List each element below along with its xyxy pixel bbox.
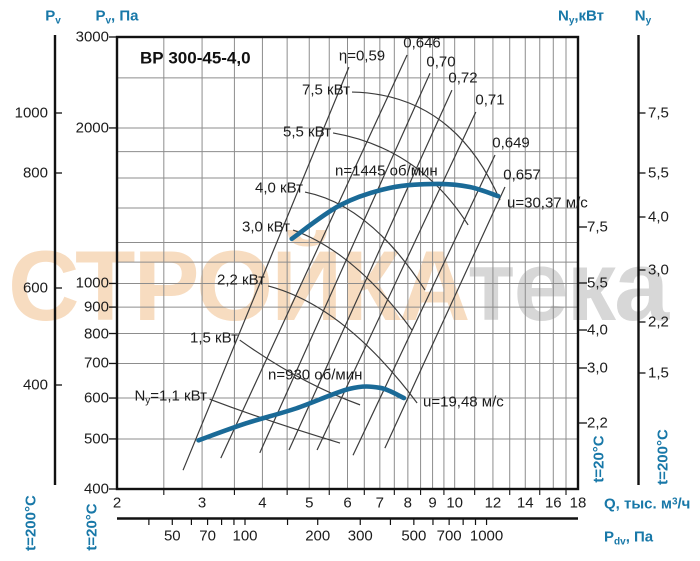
tick-label-q-14: 14 xyxy=(516,494,534,512)
tick-label-ny200-4-0: 4,0 xyxy=(648,208,669,226)
label-eta-0-657: 0,657 xyxy=(503,166,541,184)
speed-curve-1445 xyxy=(289,181,501,242)
plot-border xyxy=(115,35,580,491)
tick-label-q-18: 18 xyxy=(569,494,587,512)
tick-label-pv-2000: 2000 xyxy=(75,119,109,137)
power-line xyxy=(267,285,418,404)
power-line xyxy=(332,132,469,226)
tick-label-q-10: 10 xyxy=(446,494,464,512)
label-power-4-0-квт: 4,0 кВт xyxy=(255,179,303,197)
tick-label-ny200-7-5: 7,5 xyxy=(648,104,669,122)
efficiency-line xyxy=(288,89,453,451)
temp-left-inner: t=20°C xyxy=(83,503,101,551)
temp-right-outer: t=200°C xyxy=(654,429,672,485)
tick-label-ny200-5-5: 5,5 xyxy=(648,164,669,182)
efficiency-line xyxy=(384,186,506,449)
tick-label-ny-4-0: 4,0 xyxy=(587,321,608,339)
tick-label-pv-3000: 3000 xyxy=(75,28,109,46)
label-speed-curve-930: n=930 об/мин xyxy=(268,366,363,384)
label-eta-0-646: 0,646 xyxy=(403,34,441,52)
axis-title-pdv: Pdv, Па xyxy=(604,528,654,548)
tick-label-q-4: 4 xyxy=(258,494,267,512)
tick-label-q-3: 3 xyxy=(197,494,207,512)
tick-label-pv200-1000: 1000 xyxy=(14,104,48,122)
tick-label-ny-7-5: 7,5 xyxy=(587,218,608,236)
tick-label-pdv-300: 300 xyxy=(347,527,373,545)
tick-label-pv200-400: 400 xyxy=(22,376,48,394)
power-line xyxy=(239,339,361,406)
label-eta-0-70: 0,70 xyxy=(426,53,456,71)
label-speed-curve-1445: n=1445 об/мин xyxy=(335,162,438,180)
label-power-1-5-квт: 1,5 кВт xyxy=(190,329,238,347)
axis-title-pv-pa: Pv, Па xyxy=(95,7,139,27)
tick-label-pdv-500: 500 xyxy=(401,527,427,545)
label-u-speed-curve-930: u=19,48 м/с xyxy=(423,393,504,411)
tick-label-ny200-3-0: 3,0 xyxy=(648,261,669,279)
chart-title: ВР 300-45-4,0 xyxy=(140,48,251,68)
axis-title-q: Q, тыс. м3/ч xyxy=(604,495,691,513)
axis-title-ny-outer: Ny xyxy=(634,7,652,27)
label-eta-0-71: 0,71 xyxy=(475,91,505,109)
tick-label-ny200-1-5: 1,5 xyxy=(648,364,669,382)
tick-label-pdv-50: 50 xyxy=(163,527,181,545)
tick-label-pdv-70: 70 xyxy=(199,527,216,545)
axis-title-ny-kvt: Ny,кВт xyxy=(557,7,605,27)
tick-label-pv-500: 500 xyxy=(83,430,109,448)
label-power-3-0-квт: 3,0 кВт xyxy=(242,218,290,236)
power-line xyxy=(351,91,501,201)
tick-label-pv-800: 800 xyxy=(83,325,109,342)
watermark-text-orange: СТРОЙКА xyxy=(8,230,469,341)
axis-title-pv-outer: Pv xyxy=(45,7,61,27)
efficiency-line xyxy=(316,111,477,451)
speed-curve-930 xyxy=(196,384,407,443)
watermark-text-gray: тека xyxy=(467,230,669,341)
tick-label-pdv-200: 200 xyxy=(305,527,331,545)
tick-label-pv-400: 400 xyxy=(83,480,109,498)
label-power-ny-1-1-квт: Ny=1,1 кВт xyxy=(134,387,207,407)
label-power-5-5-квт: 5,5 кВт xyxy=(283,123,331,141)
label-eta-0-72: 0,72 xyxy=(448,69,478,87)
temp-right-inner: t=20°C xyxy=(590,435,608,483)
efficiency-line xyxy=(352,154,496,456)
tick-label-pv-700: 700 xyxy=(83,354,109,372)
tick-label-ny-3-0: 3,0 xyxy=(587,359,608,377)
label-power-7-5-квт: 7,5 кВт xyxy=(302,81,350,99)
efficiency-line xyxy=(220,54,408,459)
power-line xyxy=(292,229,413,331)
tick-label-q-6: 6 xyxy=(343,494,352,512)
tick-label-q-2: 2 xyxy=(112,494,122,512)
tick-label-pdv-700: 700 xyxy=(436,527,462,545)
tick-label-q-12: 12 xyxy=(484,494,502,512)
label-eta-0-649: 0,649 xyxy=(492,134,530,152)
tick-label-pdv-1000: 1000 xyxy=(469,527,504,545)
tick-label-q-7: 7 xyxy=(375,494,384,512)
power-line xyxy=(209,398,341,444)
tick-label-q-16: 16 xyxy=(544,494,562,512)
label-u-speed-curve-1445: u=30,37 м/с xyxy=(507,194,588,212)
tick-label-ny200-2-2: 2,2 xyxy=(648,313,669,331)
tick-label-q-5: 5 xyxy=(305,494,314,512)
tick-label-pv200-600: 600 xyxy=(22,279,48,297)
tick-label-pv-600: 600 xyxy=(83,389,109,407)
efficiency-line xyxy=(182,66,350,471)
tick-label-pv-900: 900 xyxy=(83,298,109,316)
tick-label-pdv-100: 100 xyxy=(232,527,258,545)
temp-left-outer: t=200°C xyxy=(22,495,40,551)
tick-label-ny-2-2: 2,2 xyxy=(587,414,608,432)
efficiency-line xyxy=(259,72,431,454)
power-line xyxy=(304,191,426,291)
tick-label-q-8: 8 xyxy=(403,494,413,512)
tick-label-pv-1000: 1000 xyxy=(75,274,109,292)
label-power-2-2-квт: 2,2 кВт xyxy=(217,271,265,289)
tick-label-q-9: 9 xyxy=(428,494,437,512)
watermark: СТРОЙКАтека xyxy=(8,236,669,335)
tick-label-ny-5-5: 5,5 xyxy=(587,274,608,292)
tick-label-pv200-800: 800 xyxy=(22,164,48,182)
label-eta-0-59: η=0,59 xyxy=(338,47,386,65)
